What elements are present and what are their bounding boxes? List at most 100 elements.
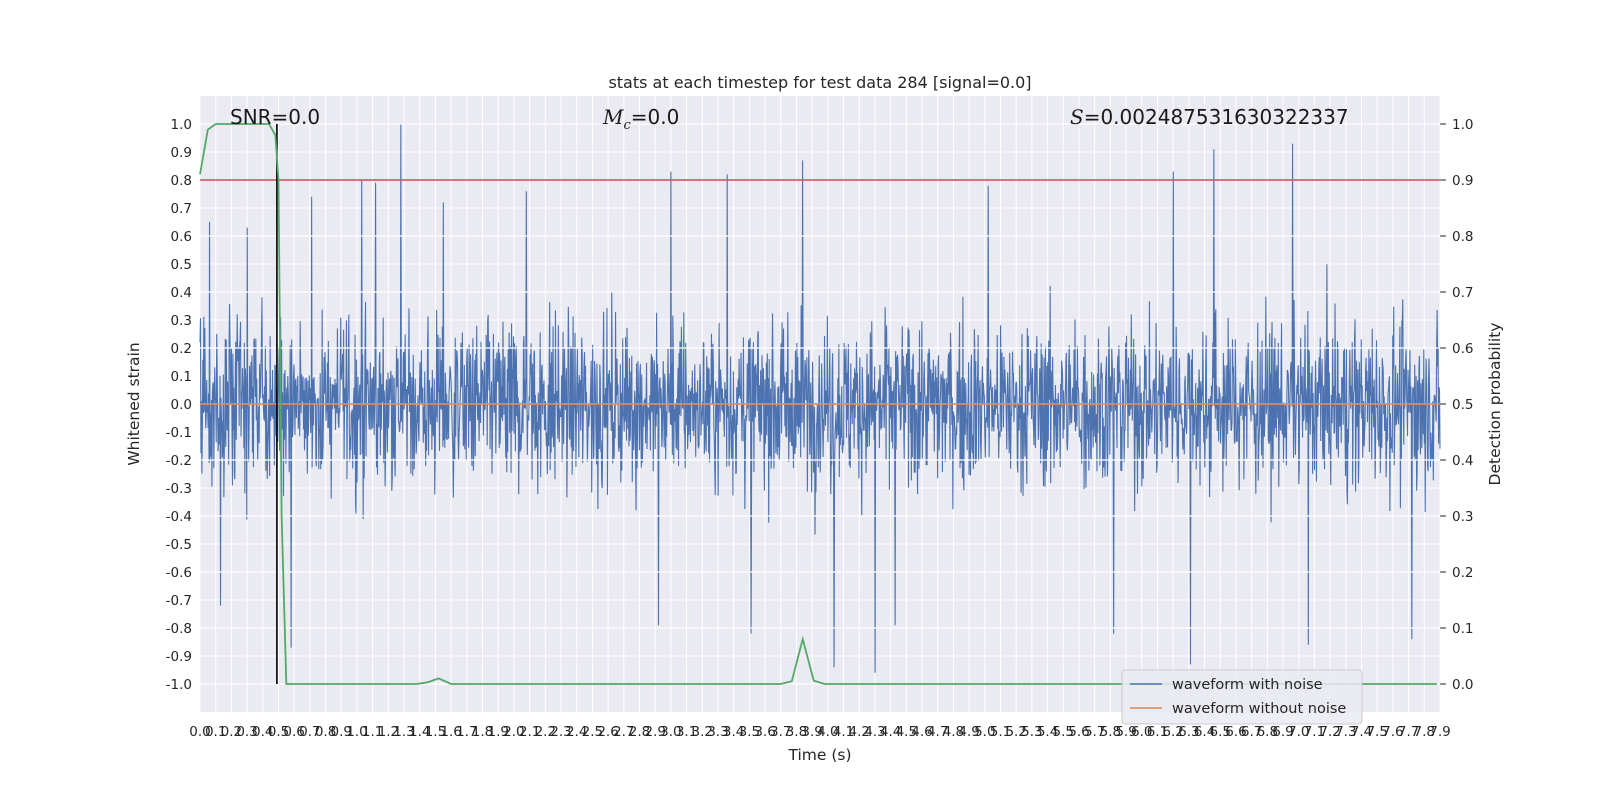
x-tick-label: 7.4 <box>1351 724 1372 740</box>
x-tick-label: 0.0 <box>189 724 210 740</box>
x-tick-label: 3.9 <box>801 724 822 740</box>
x-tick-label: 5.0 <box>974 724 995 740</box>
line-layer <box>199 123 1440 685</box>
x-tick-label: 4.0 <box>817 724 838 740</box>
y-right-tick-label: 0.9 <box>1452 173 1473 189</box>
x-tick-label: 6.4 <box>1194 724 1215 740</box>
x-tick-label: 5.6 <box>1068 724 1089 740</box>
x-tick-label: 6.8 <box>1257 724 1278 740</box>
x-tick-label: 4.5 <box>896 724 917 740</box>
x-tick-label: 2.3 <box>550 724 571 740</box>
x-tick-label: 7.0 <box>1288 724 1309 740</box>
y-right-tick-labels: 0.0 0.1 0.2 0.3 0.4 0.5 0.6 0.7 0.8 0.9 1.0 <box>1440 117 1473 693</box>
x-tick-label: 1.7 <box>456 724 477 740</box>
x-tick-label: 2.9 <box>644 724 665 740</box>
x-tick-label: 7.3 <box>1335 724 1356 740</box>
x-tick-label: 7.9 <box>1429 724 1450 740</box>
x-tick-label: 5.9 <box>1115 724 1136 740</box>
y-right-tick-label: 0.3 <box>1452 509 1473 525</box>
y-left-tick-label: 0.6 <box>171 229 192 245</box>
x-tick-label: 3.5 <box>739 724 760 740</box>
x-tick-label: 3.7 <box>770 724 791 740</box>
y-left-tick-label: -0.5 <box>166 537 192 553</box>
x-tick-label: 0.2 <box>221 724 242 740</box>
noise-waveform-line <box>199 123 1441 673</box>
y-left-tick-label: 0.0 <box>171 397 192 413</box>
y-left-tick-label: 0.3 <box>171 313 192 329</box>
y-left-tick-label: -0.1 <box>166 425 192 441</box>
x-axis-label: Time (s) <box>787 746 851 764</box>
x-tick-label: 6.5 <box>1210 724 1231 740</box>
x-tick-label: 5.8 <box>1100 724 1121 740</box>
x-tick-label: 4.7 <box>927 724 948 740</box>
x-tick-label: 2.0 <box>503 724 524 740</box>
y-left-tick-label: 0.2 <box>171 341 192 357</box>
x-tick-label: 0.1 <box>205 724 226 740</box>
x-tick-label: 7.5 <box>1366 724 1387 740</box>
x-tick-label: 7.1 <box>1304 724 1325 740</box>
y-right-tick-label: 0.7 <box>1452 285 1473 301</box>
y-right-tick-label: 0.5 <box>1452 397 1473 413</box>
x-tick-label: 2.4 <box>566 724 587 740</box>
x-tick-label: 6.6 <box>1225 724 1246 740</box>
x-tick-label: 3.8 <box>786 724 807 740</box>
x-tick-label: 5.4 <box>1037 724 1058 740</box>
y-right-tick-label: 0.0 <box>1452 677 1473 693</box>
x-tick-label: 2.6 <box>597 724 618 740</box>
score-annotation: S=0.002487531630322337 <box>1070 105 1349 129</box>
x-tick-label: 6.3 <box>1178 724 1199 740</box>
x-tick-label: 4.2 <box>848 724 869 740</box>
y-left-tick-label: -0.9 <box>166 649 192 665</box>
x-tick-label: 1.1 <box>362 724 383 740</box>
y-left-tick-label: 0.9 <box>171 145 192 161</box>
x-tick-label: 6.1 <box>1147 724 1168 740</box>
y-left-tick-label: -1.0 <box>166 677 192 693</box>
legend-box <box>1121 669 1363 725</box>
x-tick-label: 5.5 <box>1053 724 1074 740</box>
chart-title: stats at each timestep for test data 284… <box>608 73 1031 92</box>
x-tick-label: 4.1 <box>833 724 854 740</box>
x-tick-label: 1.3 <box>393 724 414 740</box>
x-tick-label: 5.2 <box>1005 724 1026 740</box>
chirp-mass-annotation: Mc=0.0 <box>602 105 679 133</box>
x-tick-label: 4.8 <box>943 724 964 740</box>
x-tick-label: 5.7 <box>1084 724 1105 740</box>
y-left-tick-label: 0.4 <box>171 285 192 301</box>
x-tick-label: 0.7 <box>299 724 320 740</box>
y-left-tick-label: -0.2 <box>166 453 192 469</box>
x-tick-label: 1.5 <box>425 724 446 740</box>
y-left-tick-label: -0.3 <box>166 481 192 497</box>
x-tick-label: 3.1 <box>676 724 697 740</box>
y-left-tick-label: 1.0 <box>171 117 192 133</box>
x-tick-label: 0.5 <box>268 724 289 740</box>
x-tick-label: 7.8 <box>1414 724 1435 740</box>
detection-probability-line <box>199 123 1437 685</box>
x-tick-label: 7.7 <box>1398 724 1419 740</box>
y-right-tick-label: 0.6 <box>1452 341 1473 357</box>
x-tick-label: 3.4 <box>723 724 744 740</box>
x-tick-label: 5.3 <box>1021 724 1042 740</box>
legend-label-clean: waveform without noise <box>1172 701 1346 717</box>
snr-annotation: SNR=0.0 <box>230 105 320 129</box>
legend-label-noise: waveform with noise <box>1172 677 1323 693</box>
x-tick-label: 6.2 <box>1162 724 1183 740</box>
y-right-tick-label: 0.1 <box>1452 621 1473 637</box>
x-tick-label: 1.4 <box>409 724 430 740</box>
y-left-tick-label: 0.5 <box>171 257 192 273</box>
x-tick-label: 0.6 <box>283 724 304 740</box>
y-left-tick-label: -0.7 <box>166 593 192 609</box>
x-tick-label: 1.0 <box>346 724 367 740</box>
x-tick-label: 1.2 <box>378 724 399 740</box>
x-tick-label: 2.1 <box>519 724 540 740</box>
y-right-axis-label: Detection probability <box>1486 323 1504 486</box>
y-right-tick-label: 0.8 <box>1452 229 1473 245</box>
y-right-tick-label: 0.4 <box>1452 453 1473 469</box>
x-tick-label: 5.1 <box>990 724 1011 740</box>
x-tick-label: 1.8 <box>472 724 493 740</box>
y-left-tick-label: 0.8 <box>171 173 192 189</box>
x-tick-label: 4.3 <box>864 724 885 740</box>
x-tick-label: 0.4 <box>252 724 273 740</box>
y-left-axis-label: Whitened strain <box>125 342 143 465</box>
x-tick-label: 0.9 <box>331 724 352 740</box>
